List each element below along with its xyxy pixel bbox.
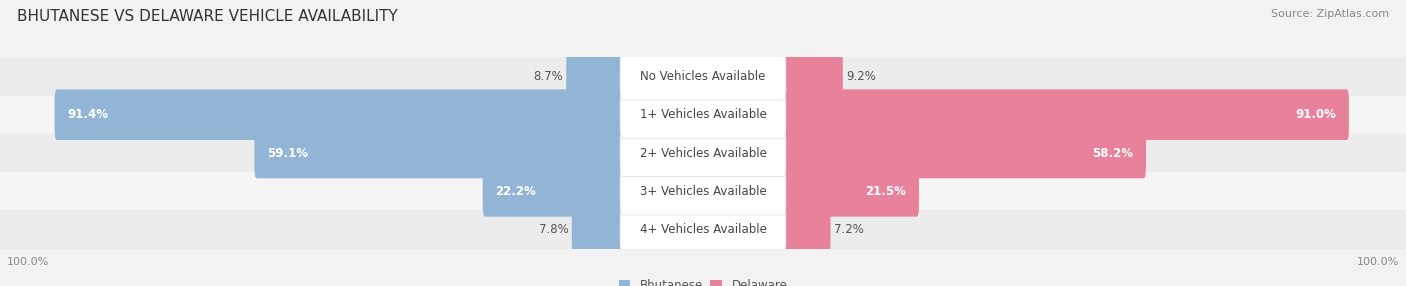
Text: 3+ Vehicles Available: 3+ Vehicles Available xyxy=(640,185,766,198)
FancyBboxPatch shape xyxy=(782,90,1348,140)
Text: 91.4%: 91.4% xyxy=(67,108,108,121)
FancyBboxPatch shape xyxy=(620,168,786,215)
FancyBboxPatch shape xyxy=(620,129,786,177)
Bar xyxy=(0,96,1406,134)
Legend: Bhutanese, Delaware: Bhutanese, Delaware xyxy=(614,274,792,286)
FancyBboxPatch shape xyxy=(55,90,624,140)
Bar xyxy=(0,172,1406,210)
FancyBboxPatch shape xyxy=(567,51,624,102)
FancyBboxPatch shape xyxy=(254,128,624,178)
Bar xyxy=(0,210,1406,249)
Bar xyxy=(0,57,1406,96)
FancyBboxPatch shape xyxy=(782,128,1146,178)
Text: 100.0%: 100.0% xyxy=(7,257,49,267)
Text: 7.2%: 7.2% xyxy=(834,223,863,236)
Text: No Vehicles Available: No Vehicles Available xyxy=(640,70,766,83)
Text: Source: ZipAtlas.com: Source: ZipAtlas.com xyxy=(1271,9,1389,19)
FancyBboxPatch shape xyxy=(782,204,831,255)
Text: 59.1%: 59.1% xyxy=(267,146,308,160)
Text: 4+ Vehicles Available: 4+ Vehicles Available xyxy=(640,223,766,236)
FancyBboxPatch shape xyxy=(620,53,786,100)
FancyBboxPatch shape xyxy=(620,91,786,138)
FancyBboxPatch shape xyxy=(572,204,624,255)
Text: 7.8%: 7.8% xyxy=(538,223,568,236)
Text: 9.2%: 9.2% xyxy=(846,70,876,83)
Text: BHUTANESE VS DELAWARE VEHICLE AVAILABILITY: BHUTANESE VS DELAWARE VEHICLE AVAILABILI… xyxy=(17,9,398,23)
Text: 1+ Vehicles Available: 1+ Vehicles Available xyxy=(640,108,766,121)
Text: 91.0%: 91.0% xyxy=(1295,108,1336,121)
FancyBboxPatch shape xyxy=(620,206,786,253)
Bar xyxy=(0,134,1406,172)
Text: 100.0%: 100.0% xyxy=(1357,257,1399,267)
Text: 2+ Vehicles Available: 2+ Vehicles Available xyxy=(640,146,766,160)
Text: 22.2%: 22.2% xyxy=(495,185,536,198)
Text: 21.5%: 21.5% xyxy=(866,185,907,198)
Text: 58.2%: 58.2% xyxy=(1092,146,1133,160)
FancyBboxPatch shape xyxy=(782,51,842,102)
FancyBboxPatch shape xyxy=(782,166,920,217)
FancyBboxPatch shape xyxy=(482,166,624,217)
Text: 8.7%: 8.7% xyxy=(533,70,562,83)
